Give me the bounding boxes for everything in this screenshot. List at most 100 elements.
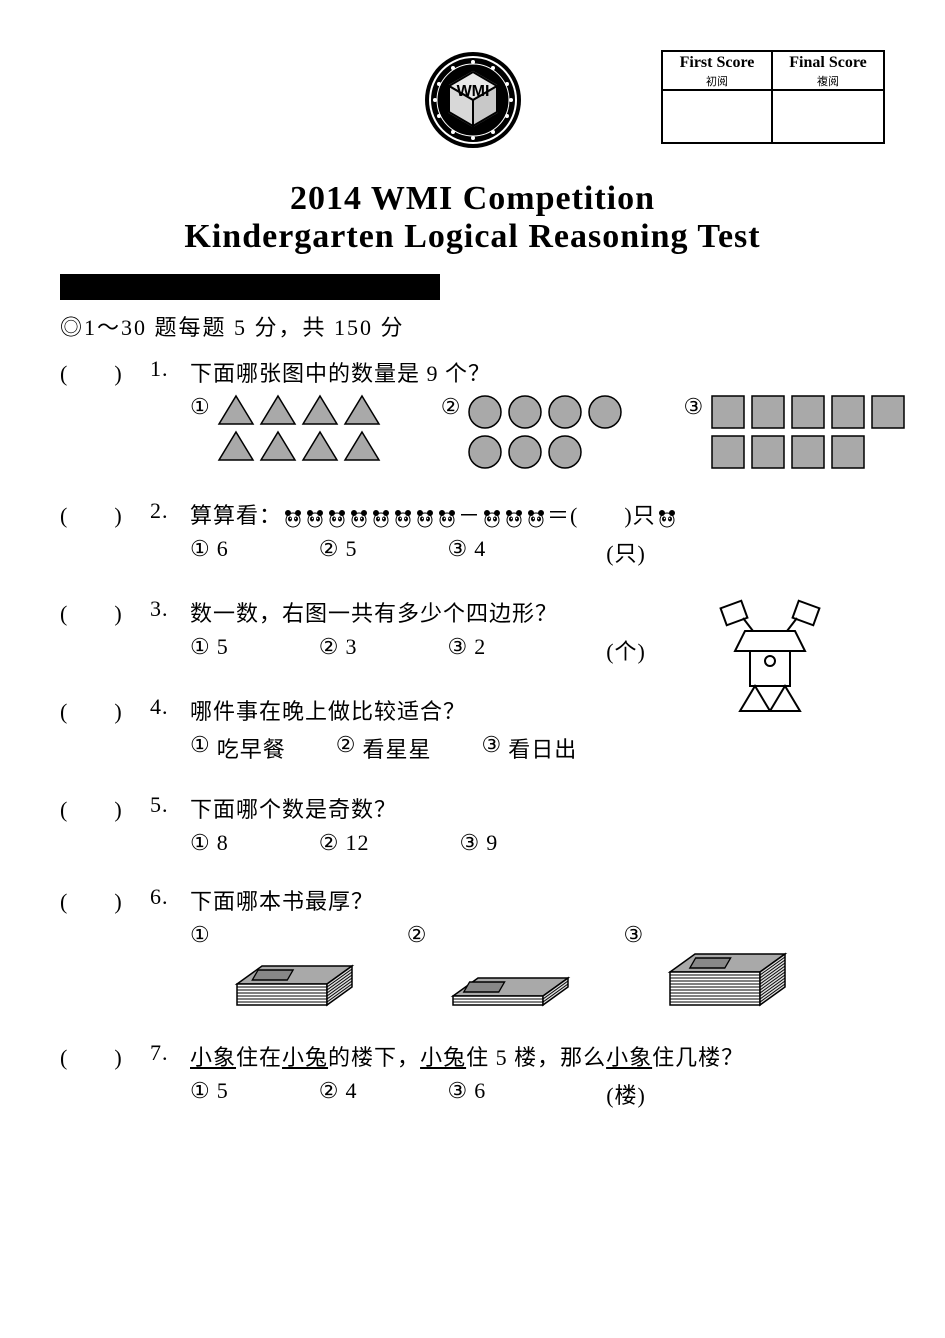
shape-icon <box>343 394 381 426</box>
question-text: 下面哪本书最厚？ <box>190 884 885 916</box>
option-3: ③看日出 <box>482 732 578 764</box>
q3-figure <box>715 596 825 716</box>
header: WMI First Score 初阅 Final Score 複阅 <box>60 50 885 170</box>
option-3: ③9 <box>459 830 498 856</box>
shape-icon <box>710 394 746 430</box>
answer-blank[interactable]: ( ) <box>60 356 150 388</box>
panda-icon <box>436 507 458 529</box>
option-3: ③ <box>683 394 906 470</box>
shape-icon <box>343 430 381 462</box>
panda-icon <box>304 507 326 529</box>
option-value: 9 <box>486 830 498 856</box>
panda-icon <box>503 507 525 529</box>
shape-icon <box>750 434 786 470</box>
option-marker: ③ <box>683 394 704 420</box>
shape-icon <box>790 394 826 430</box>
black-bar <box>60 274 440 300</box>
option-1: ① <box>190 922 367 1012</box>
option-marker: ② <box>336 732 357 758</box>
book-icon <box>217 922 367 1012</box>
option-marker: ③ <box>459 830 480 856</box>
shape-icon <box>259 394 297 426</box>
option-marker: ③ <box>447 634 468 660</box>
option-1: ①6 <box>190 536 229 562</box>
option-marker: ③ <box>447 536 468 562</box>
question-text: 下面哪张图中的数量是 9 个？ <box>190 356 906 388</box>
answer-blank[interactable]: ( ) <box>60 596 150 628</box>
options: ① ② ③ <box>190 394 906 470</box>
shape-icon <box>507 394 543 430</box>
q2-minus: － <box>458 503 481 528</box>
answer-blank[interactable]: ( ) <box>60 792 150 824</box>
option-3: ③ <box>623 922 800 1012</box>
score-box: First Score 初阅 Final Score 複阅 <box>661 50 885 144</box>
q7-part: 住在 <box>236 1045 282 1070</box>
answer-blank[interactable]: ( ) <box>60 1040 150 1072</box>
answer-blank[interactable]: ( ) <box>60 498 150 530</box>
panda-icon <box>525 507 547 529</box>
final-score-label-cn: 複阅 <box>817 76 839 88</box>
option-marker: ③ <box>623 922 644 948</box>
shape-icon <box>467 434 503 470</box>
option-1: ① <box>190 394 381 462</box>
first-score-label-en: First Score <box>680 54 755 71</box>
answer-blank[interactable]: ( ) <box>60 884 150 916</box>
answer-blank[interactable]: ( ) <box>60 694 150 726</box>
option-value: 2 <box>474 634 486 660</box>
question-number: 7. <box>150 1040 190 1066</box>
option-marker: ③ <box>482 732 503 758</box>
first-score-value[interactable] <box>663 91 771 142</box>
shape-icon <box>710 434 746 470</box>
panda-icon <box>481 507 503 529</box>
question-3: ( ) 3. 数一数，右图一共有多少个四边形？ ①5 ②3 ③2 (个) <box>60 596 885 666</box>
shape-icon <box>301 394 339 426</box>
option-marker: ① <box>190 394 211 420</box>
shape-icon <box>830 434 866 470</box>
shape-icon <box>507 434 543 470</box>
option-1: ①吃早餐 <box>190 732 286 764</box>
option-value: 吃早餐 <box>217 732 286 764</box>
option-marker: ① <box>190 536 211 562</box>
final-score-value[interactable] <box>773 91 883 142</box>
shape-icon <box>790 434 826 470</box>
panda-icon <box>348 507 370 529</box>
option-1: ①5 <box>190 634 229 660</box>
option-marker: ② <box>441 394 462 420</box>
first-score-cell: First Score 初阅 <box>663 52 773 142</box>
options: ①8 ②12 ③9 <box>190 830 885 856</box>
option-2: ②3 <box>319 634 358 660</box>
option-value: 5 <box>217 1078 229 1104</box>
title-block: 2014 WMI Competition Kindergarten Logica… <box>60 180 885 256</box>
option-2: ②12 <box>319 830 370 856</box>
option-value: 12 <box>345 830 369 856</box>
shape-icon <box>467 394 503 430</box>
option-value: 4 <box>345 1078 357 1104</box>
instruction: ◎1～30 题每题 5 分，共 150 分 <box>60 310 885 342</box>
options: ①吃早餐 ②看星星 ③看日出 <box>190 732 885 764</box>
option-value: 6 <box>474 1078 486 1104</box>
shape-icon <box>301 430 339 462</box>
first-score-label-cn: 初阅 <box>706 76 728 88</box>
options: ①6 ②5 ③4 (只) <box>190 536 885 568</box>
shape-icon <box>870 394 906 430</box>
option-marker: ① <box>190 922 211 948</box>
final-score-cell: Final Score 複阅 <box>773 52 883 142</box>
option-3: ③4 <box>447 536 486 562</box>
option-2: ②4 <box>319 1078 358 1104</box>
option-value: 3 <box>345 634 357 660</box>
option-1: ①8 <box>190 830 229 856</box>
options: ①5 ②4 ③6 (楼) <box>190 1078 885 1110</box>
question-6: ( ) 6. 下面哪本书最厚？ ① ② ③ <box>60 884 885 1012</box>
q7-part: 小兔 <box>282 1045 328 1070</box>
unit: (个) <box>606 634 646 666</box>
panda-icon <box>326 507 348 529</box>
option-marker: ② <box>319 830 340 856</box>
q7-part: 住几楼？ <box>652 1045 744 1070</box>
shape-icon <box>547 434 583 470</box>
book-icon <box>650 922 800 1012</box>
option-value: 4 <box>474 536 486 562</box>
shape-icon <box>259 430 297 462</box>
shape-icon <box>547 394 583 430</box>
panda-icon <box>282 507 304 529</box>
q2-equals: ＝( )只 <box>547 503 656 528</box>
